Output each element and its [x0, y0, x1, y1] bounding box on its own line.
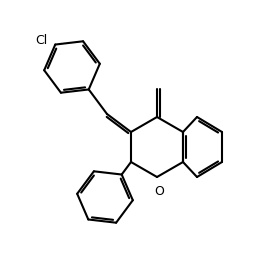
Text: Cl: Cl	[35, 34, 47, 47]
Text: O: O	[154, 185, 164, 198]
